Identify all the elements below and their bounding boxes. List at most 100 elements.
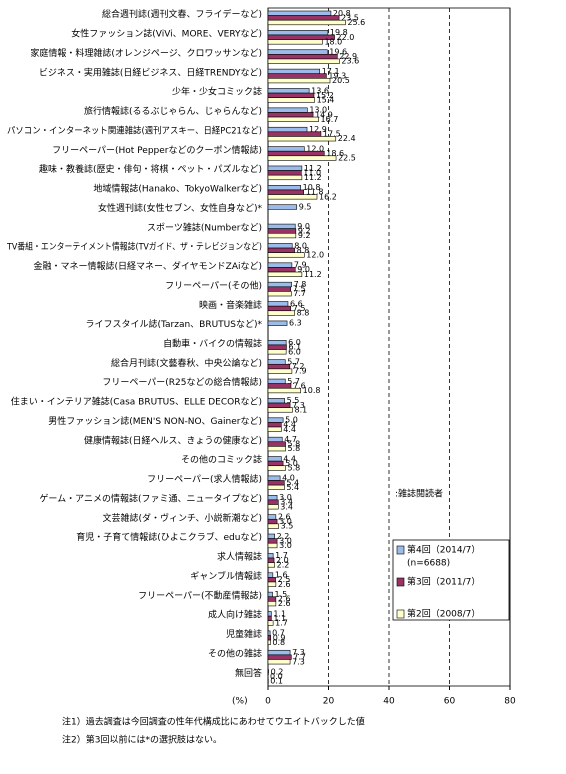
bar	[267, 247, 295, 253]
value-label: 4.7	[284, 435, 297, 444]
bar	[267, 417, 284, 423]
value-label: 8.8	[297, 309, 310, 318]
x-axis-label: (%)	[232, 697, 248, 707]
value-label: 19.3	[328, 72, 346, 81]
bar	[267, 475, 281, 481]
bar	[267, 553, 274, 559]
value-label: 4.4	[283, 425, 296, 434]
value-label: 13.6	[311, 86, 329, 95]
y-tick-label: 地域情報誌(Hanako、TokyoWalkerなど)	[93, 183, 262, 195]
bar	[267, 635, 272, 641]
y-tick-label: ライフスタイル誌(Tarzan、BRUTUSなど)*	[85, 318, 262, 330]
legend-box	[392, 539, 510, 621]
value-label: 0.7	[272, 629, 285, 638]
y-tick-label: 女性ファッション誌(ViVi、MORE、VERYなど)	[71, 28, 262, 40]
legend-swatch	[396, 609, 405, 619]
legend-swatch	[396, 577, 405, 587]
bar	[267, 615, 272, 622]
value-label: 25.6	[347, 18, 365, 27]
bar	[267, 174, 303, 181]
bar	[267, 19, 346, 26]
value-label: 10.8	[303, 183, 321, 192]
x-tick-label: 20	[323, 697, 335, 707]
y-tick-label: 旅行情報誌(るるぶじゃらん、じゃらんなど)	[84, 105, 262, 117]
bar	[267, 601, 277, 607]
bar	[267, 669, 269, 675]
value-label: 5.7	[287, 377, 300, 386]
value-label: 7.8	[294, 280, 307, 289]
y-tick-label: 総合週刊誌(週刊文春、フライデーなど)	[102, 8, 262, 20]
note: 注1）過去調査は今回調査の性年代構成比にあわせてウエイトバックした値	[62, 716, 365, 728]
value-label: 6.0	[288, 338, 301, 347]
value-label: 0.1	[270, 677, 283, 686]
value-label: 4.0	[282, 474, 295, 483]
y-tick-label: 女性週刊誌(女性セブン、女性自身など)*	[98, 202, 262, 214]
y-tick-label: 文芸雑誌(ダ・ヴィンチ、小説新潮など)	[103, 512, 262, 524]
bar	[267, 349, 287, 355]
value-label: 22.4	[338, 134, 356, 143]
bar	[267, 189, 304, 195]
y-tick-label: 少年・少女コミック誌	[172, 86, 262, 98]
bar	[267, 340, 287, 346]
bar	[267, 97, 315, 103]
legend-swatch	[396, 545, 405, 555]
bar	[267, 654, 292, 660]
value-label: 10.8	[303, 386, 321, 395]
value-label: 8.8	[297, 246, 310, 255]
bar	[267, 92, 315, 98]
bar	[267, 344, 287, 350]
x-tick-label: 60	[444, 697, 456, 707]
value-label: 0.9	[273, 633, 286, 642]
value-label: 7.5	[293, 285, 306, 294]
bar	[267, 170, 302, 176]
bar	[267, 39, 323, 45]
bar	[267, 243, 293, 249]
y-tick-label: TV番組・エンターテイメント情報誌(TVガイド、ザ・テレビジョンなど)	[6, 241, 262, 253]
bar	[267, 456, 282, 462]
bar	[267, 572, 274, 578]
value-label: 5.4	[286, 483, 299, 492]
bar	[267, 387, 301, 394]
value-label: 7.7	[293, 289, 306, 298]
y-tick-label: 求人情報誌	[217, 551, 262, 563]
bar	[267, 107, 308, 113]
bar	[267, 320, 288, 326]
value-label: 3.4	[280, 498, 293, 507]
bar	[267, 368, 293, 374]
bar	[267, 504, 279, 510]
bar	[267, 611, 272, 617]
value-label: 0.2	[271, 667, 284, 676]
bar	[267, 591, 273, 598]
value-label: 6.0	[288, 347, 301, 356]
y-tick-label: 家庭情報・料理雑誌(オレンジページ、クロワッサンなど)	[30, 47, 262, 59]
bar	[267, 54, 338, 60]
bar	[267, 252, 305, 258]
y-tick-label: 自動車・バイクの情報誌	[163, 338, 262, 350]
value-label: 3.0	[279, 541, 292, 550]
value-label: 23.5	[341, 13, 359, 22]
value-label: 18.0	[324, 37, 342, 46]
value-label: 1.7	[275, 551, 288, 560]
bar	[267, 426, 282, 432]
value-label: 1.6	[275, 571, 288, 580]
note: 注2）第3回以前には*の選択肢はない。	[62, 734, 222, 746]
bar	[267, 542, 278, 549]
value-label: 1.1	[273, 614, 286, 623]
y-tick-label: 育児・子育て情報誌(ひよこクラブ、eduなど)	[76, 531, 262, 543]
value-label: 16.2	[319, 192, 337, 201]
value-label: 11.0	[303, 168, 321, 177]
value-label: 3.0	[279, 517, 292, 526]
value-label: 11.2	[304, 270, 322, 279]
bar	[267, 73, 327, 79]
value-label: 7.7	[293, 653, 306, 662]
bar	[267, 15, 340, 21]
bar	[267, 538, 278, 544]
value-label: 9.5	[299, 203, 312, 212]
y-tick-label: 総合月刊誌(文藝春秋、中央公論など)	[111, 357, 262, 369]
value-label: 14.9	[315, 110, 333, 119]
bar	[267, 620, 274, 626]
y-tick-label: 映画・音楽雑誌	[199, 299, 262, 311]
value-label: 19.8	[330, 28, 348, 37]
value-label: 2.6	[278, 580, 291, 589]
value-label: 11.2	[304, 173, 322, 182]
